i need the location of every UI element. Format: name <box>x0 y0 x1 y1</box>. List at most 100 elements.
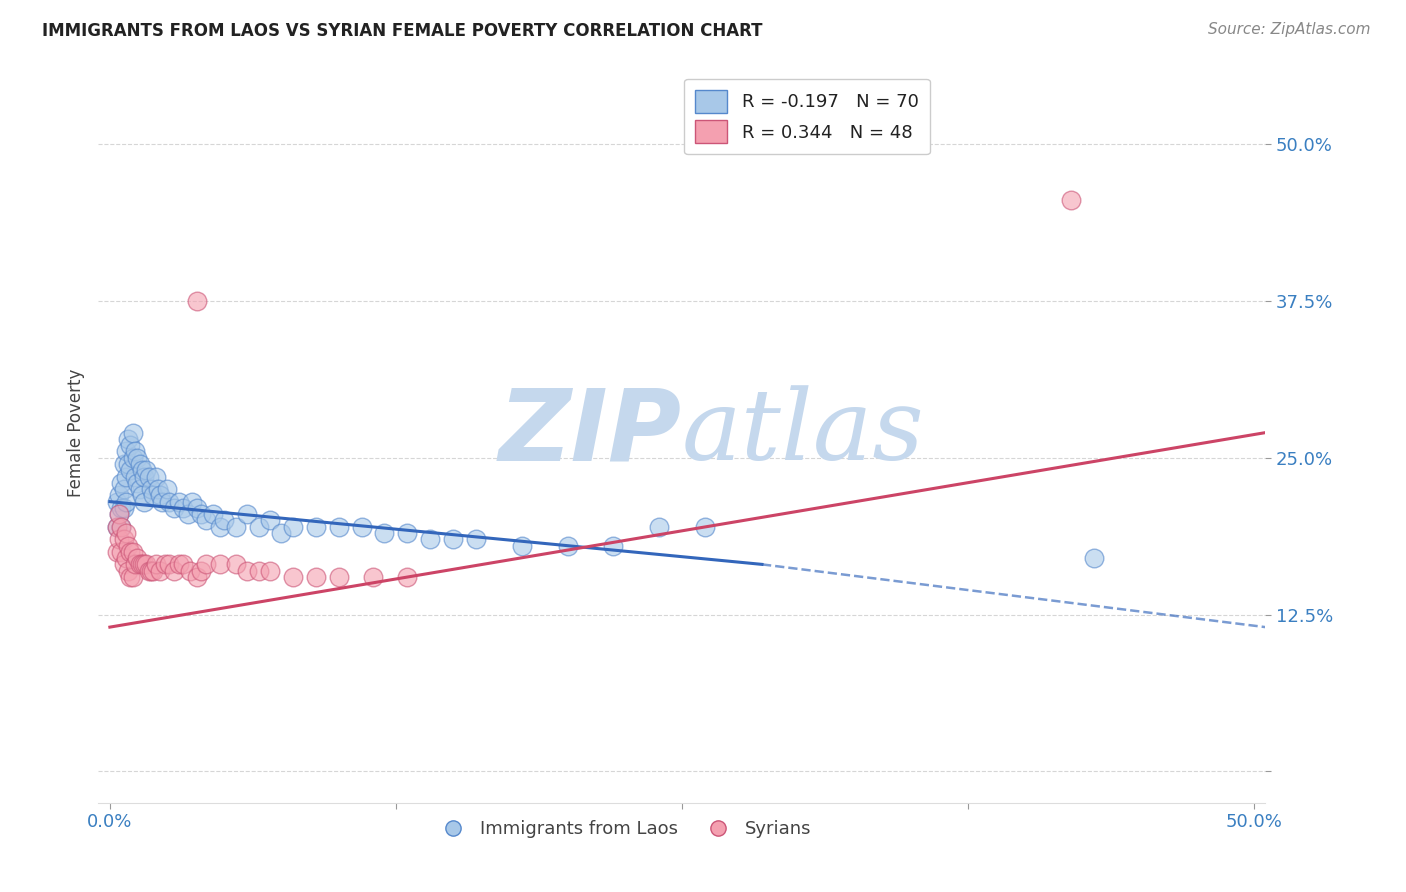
Point <box>156 482 179 496</box>
Point <box>124 558 146 572</box>
Point <box>1083 551 1105 566</box>
Point <box>194 513 217 527</box>
Point <box>328 520 350 534</box>
Point <box>1060 194 1083 208</box>
Point <box>117 539 139 553</box>
Point <box>105 520 128 534</box>
Point <box>163 500 186 515</box>
Point <box>108 507 131 521</box>
Point <box>108 488 131 502</box>
Point <box>120 438 142 452</box>
Point <box>142 488 165 502</box>
Point <box>110 545 132 559</box>
Point <box>105 520 128 534</box>
Text: Source: ZipAtlas.com: Source: ZipAtlas.com <box>1208 22 1371 37</box>
Point <box>190 507 212 521</box>
Point <box>152 494 174 508</box>
Point <box>120 570 142 584</box>
Point <box>134 469 156 483</box>
Point <box>139 482 162 496</box>
Point <box>167 558 190 572</box>
Point <box>108 507 131 521</box>
Y-axis label: Female Poverty: Female Poverty <box>66 368 84 497</box>
Point <box>108 533 131 547</box>
Text: ZIP: ZIP <box>499 384 682 481</box>
Point <box>138 469 160 483</box>
Point <box>117 564 139 578</box>
Point <box>181 494 204 508</box>
Point <box>236 507 259 521</box>
Point <box>128 457 150 471</box>
Point <box>557 539 579 553</box>
Point <box>186 500 208 515</box>
Point <box>127 475 149 490</box>
Point <box>135 463 157 477</box>
Point <box>112 500 135 515</box>
Point <box>110 500 132 515</box>
Point <box>149 488 172 502</box>
Point <box>121 545 143 559</box>
Point <box>693 520 716 534</box>
Point <box>172 500 194 515</box>
Point <box>115 551 138 566</box>
Point <box>305 520 328 534</box>
Point <box>117 432 139 446</box>
Point <box>225 558 247 572</box>
Point <box>167 494 190 508</box>
Point <box>648 520 671 534</box>
Point <box>105 545 128 559</box>
Point <box>115 526 138 541</box>
Point <box>281 520 304 534</box>
Point <box>115 494 138 508</box>
Point <box>153 558 176 572</box>
Point <box>157 494 180 508</box>
Point <box>131 558 153 572</box>
Point <box>179 564 201 578</box>
Point <box>163 564 186 578</box>
Point <box>146 482 169 496</box>
Point <box>110 520 132 534</box>
Point <box>121 450 143 465</box>
Point <box>115 444 138 458</box>
Point <box>134 558 156 572</box>
Point <box>110 475 132 490</box>
Point <box>131 463 153 477</box>
Point <box>350 520 373 534</box>
Point <box>124 469 146 483</box>
Point <box>208 520 231 534</box>
Point <box>120 545 142 559</box>
Point <box>142 564 165 578</box>
Point <box>270 526 292 541</box>
Point <box>110 520 132 534</box>
Point <box>396 526 419 541</box>
Point <box>441 533 464 547</box>
Point <box>134 494 156 508</box>
Point <box>208 558 231 572</box>
Point <box>127 551 149 566</box>
Point <box>419 533 441 547</box>
Point <box>121 425 143 440</box>
Point <box>112 533 135 547</box>
Point <box>157 558 180 572</box>
Point <box>373 526 395 541</box>
Point <box>602 539 624 553</box>
Point <box>510 539 533 553</box>
Point <box>128 558 150 572</box>
Point <box>172 558 194 572</box>
Point <box>139 564 162 578</box>
Point <box>396 570 419 584</box>
Point <box>361 570 384 584</box>
Point <box>112 457 135 471</box>
Point <box>112 482 135 496</box>
Point <box>259 564 281 578</box>
Point <box>194 558 217 572</box>
Point <box>259 513 281 527</box>
Point <box>176 507 198 521</box>
Point <box>145 469 167 483</box>
Point <box>124 444 146 458</box>
Point <box>149 564 172 578</box>
Point <box>145 558 167 572</box>
Point <box>138 564 160 578</box>
Point <box>105 494 128 508</box>
Text: IMMIGRANTS FROM LAOS VS SYRIAN FEMALE POVERTY CORRELATION CHART: IMMIGRANTS FROM LAOS VS SYRIAN FEMALE PO… <box>42 22 762 40</box>
